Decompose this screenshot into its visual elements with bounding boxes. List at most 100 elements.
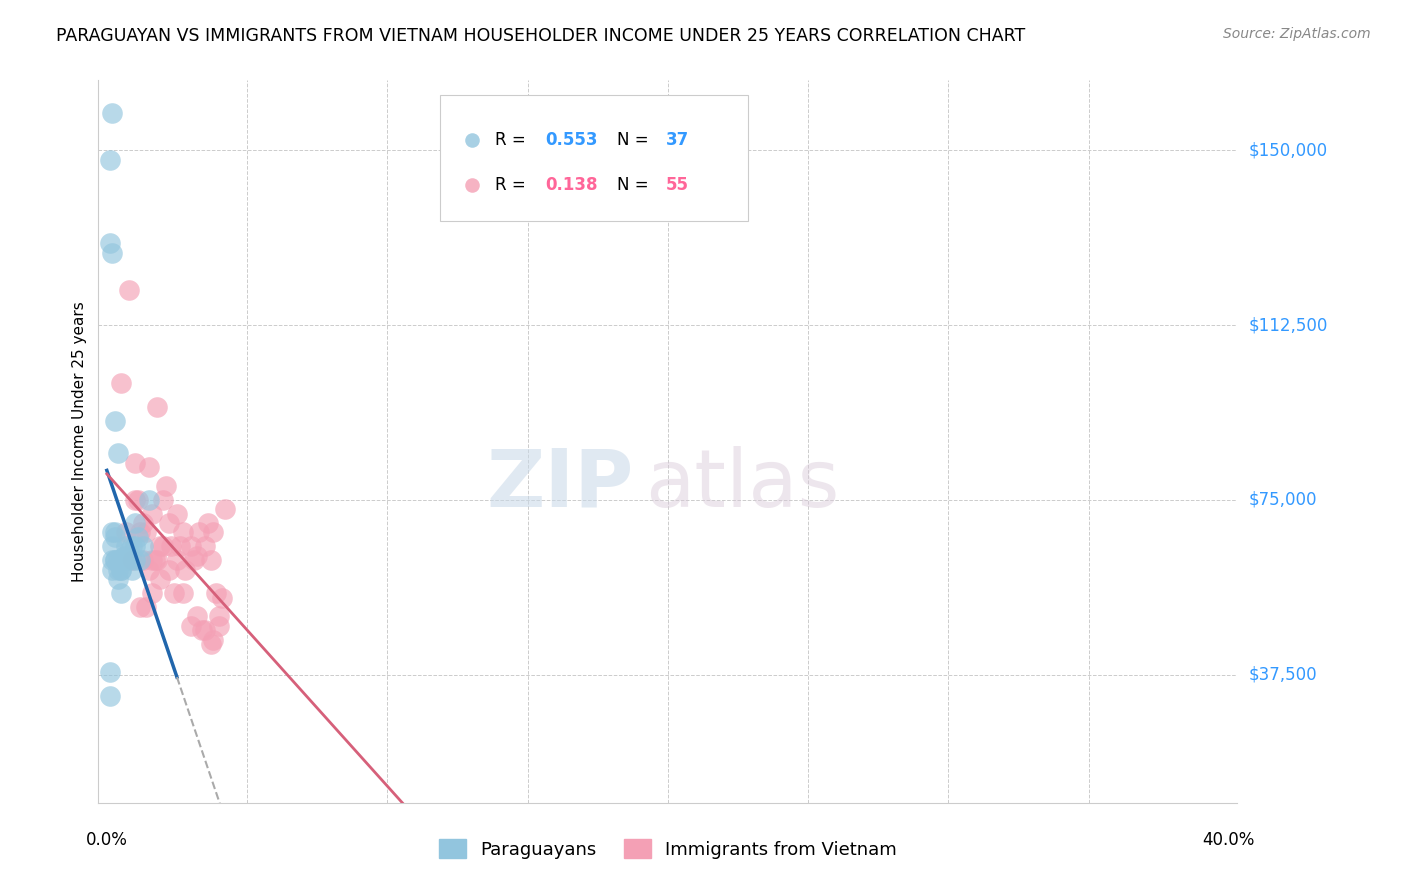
Point — [129, 525, 152, 540]
Point — [149, 540, 172, 554]
Point — [104, 413, 127, 427]
Point — [200, 637, 222, 651]
Point — [98, 665, 121, 680]
Point — [101, 525, 124, 540]
Point — [141, 586, 163, 600]
Point — [101, 540, 124, 554]
Point — [118, 544, 141, 558]
Point — [208, 618, 231, 632]
Point — [127, 530, 149, 544]
Point — [127, 492, 149, 507]
Text: $150,000: $150,000 — [1249, 141, 1327, 159]
Point — [138, 563, 160, 577]
Point — [1015, 842, 1038, 856]
Point — [172, 586, 194, 600]
Point — [214, 502, 236, 516]
Point — [146, 400, 169, 414]
Point — [197, 516, 219, 530]
Point — [124, 553, 146, 567]
Point — [104, 553, 127, 567]
Point — [104, 525, 127, 540]
Point — [118, 553, 141, 567]
Point — [163, 586, 186, 600]
Point — [194, 540, 217, 554]
Point — [138, 492, 160, 507]
Text: $75,000: $75,000 — [1249, 491, 1317, 508]
Point — [180, 618, 202, 632]
Point — [135, 525, 157, 540]
Point — [101, 563, 124, 577]
Point — [115, 540, 138, 554]
Point — [169, 540, 191, 554]
Point — [194, 624, 217, 638]
Point — [124, 516, 146, 530]
Legend: Paraguayans, Immigrants from Vietnam: Paraguayans, Immigrants from Vietnam — [432, 832, 904, 866]
Point — [132, 553, 155, 567]
Point — [115, 553, 138, 567]
Point — [104, 530, 127, 544]
Point — [107, 572, 129, 586]
Point — [191, 624, 214, 638]
Point — [98, 236, 121, 251]
Text: atlas: atlas — [645, 446, 839, 524]
Point — [107, 446, 129, 460]
Point — [152, 540, 174, 554]
Text: 0.553: 0.553 — [546, 130, 598, 149]
Point — [202, 632, 225, 647]
Text: 40.0%: 40.0% — [1202, 830, 1256, 849]
Point — [146, 553, 169, 567]
Point — [107, 553, 129, 567]
Point — [141, 553, 163, 567]
Point — [132, 540, 155, 554]
Point — [157, 516, 180, 530]
Text: R =: R = — [495, 176, 530, 194]
Point — [200, 553, 222, 567]
Point — [188, 525, 211, 540]
Point — [186, 609, 208, 624]
Point — [101, 245, 124, 260]
Point — [135, 600, 157, 615]
Point — [112, 549, 135, 563]
Text: PARAGUAYAN VS IMMIGRANTS FROM VIETNAM HOUSEHOLDER INCOME UNDER 25 YEARS CORRELAT: PARAGUAYAN VS IMMIGRANTS FROM VIETNAM HO… — [56, 27, 1025, 45]
Point — [121, 563, 143, 577]
Point — [160, 540, 183, 554]
Point — [186, 549, 208, 563]
Point — [152, 492, 174, 507]
Point — [124, 456, 146, 470]
Point — [101, 106, 124, 120]
Point — [129, 600, 152, 615]
Point — [166, 507, 188, 521]
Point — [180, 540, 202, 554]
Point — [149, 572, 172, 586]
Point — [129, 553, 152, 567]
Point — [208, 609, 231, 624]
Point — [211, 591, 233, 605]
Point — [138, 460, 160, 475]
Point — [98, 153, 121, 167]
Point — [172, 525, 194, 540]
Point — [121, 540, 143, 554]
Point — [124, 492, 146, 507]
Point — [110, 376, 132, 391]
Point — [110, 563, 132, 577]
Point — [143, 553, 166, 567]
Point — [110, 553, 132, 567]
Text: $37,500: $37,500 — [1249, 665, 1317, 683]
Text: R =: R = — [495, 130, 530, 149]
Text: 55: 55 — [665, 176, 689, 194]
Y-axis label: Householder Income Under 25 years: Householder Income Under 25 years — [72, 301, 87, 582]
Point — [157, 563, 180, 577]
Point — [174, 563, 197, 577]
Point — [110, 563, 132, 577]
FancyBboxPatch shape — [440, 95, 748, 221]
Point — [110, 586, 132, 600]
Point — [124, 540, 146, 554]
Text: N =: N = — [617, 130, 654, 149]
Point — [101, 553, 124, 567]
Point — [141, 507, 163, 521]
Text: ZIP: ZIP — [486, 446, 634, 524]
Point — [115, 525, 138, 540]
Point — [202, 525, 225, 540]
Point — [118, 283, 141, 297]
Text: 0.138: 0.138 — [546, 176, 598, 194]
